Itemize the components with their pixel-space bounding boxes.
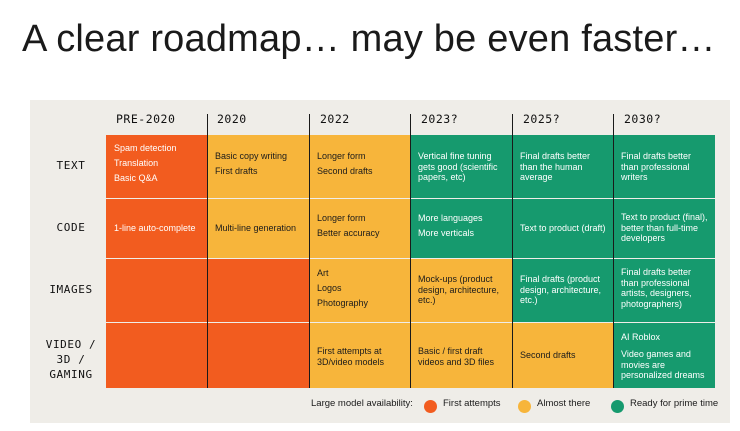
cell-text-2020: Basic copy writing First drafts: [207, 135, 309, 198]
cell-text-2025: Final drafts better than the human avera…: [512, 135, 613, 198]
legend-ready-dot: [611, 400, 624, 413]
column-divider: [613, 114, 614, 388]
legend-almost-there: Almost there: [537, 398, 591, 409]
column-header-2023: 2023?: [421, 112, 459, 126]
cell-video-pre-2020: [106, 323, 207, 388]
column-divider: [207, 114, 208, 388]
cell-text-pre-2020: Spam detection Translation Basic Q&A: [106, 135, 207, 198]
cell-code-2020: Multi-line generation: [207, 199, 309, 258]
cell-text-2023: Vertical fine tuning gets good (scientif…: [410, 135, 512, 198]
cell-code-2023: More languages More verticals: [410, 199, 512, 258]
cell-text-2022: Longer form Second drafts: [309, 135, 410, 198]
legend-almost-there-dot: [518, 400, 531, 413]
row-header-images: IMAGES: [49, 283, 93, 296]
legend-ready-for-prime-time: Ready for prime time: [630, 398, 719, 409]
column-divider: [512, 114, 513, 388]
cell-video-2022: First attempts at 3D/video models: [309, 323, 410, 388]
column-header-2025: 2025?: [523, 112, 561, 126]
cell-video-2020: [207, 323, 309, 388]
legend-label: Large model availability:: [311, 398, 413, 409]
cell-code-pre-2020: 1-line auto-complete: [106, 199, 207, 258]
cell-video-2025: Second drafts: [512, 323, 613, 388]
cell-images-2023: Mock-ups (product design, architecture, …: [410, 259, 512, 322]
column-header-2020: 2020: [217, 112, 247, 126]
cell-text-2030: Final drafts better than professional wr…: [613, 135, 715, 198]
cell-code-2022: Longer form Better accuracy: [309, 199, 410, 258]
legend-first-attempts-dot: [424, 400, 437, 413]
cell-code-2030: Text to product (final), better than ful…: [613, 199, 715, 258]
column-divider: [309, 114, 310, 388]
cell-video-2023: Basic / first draft videos and 3D files: [410, 323, 512, 388]
cell-images-2025: Final drafts (product design, architectu…: [512, 259, 613, 322]
legend-first-attempts: First attempts: [443, 398, 501, 409]
row-header-code: CODE: [56, 221, 86, 234]
row-header-text: TEXT: [56, 159, 86, 172]
cell-images-pre-2020: [106, 259, 207, 322]
column-header-2030: 2030?: [624, 112, 662, 126]
column-divider: [410, 114, 411, 388]
row-header-video-3d-gaming: VIDEO / 3D / GAMING: [45, 338, 97, 381]
slide-title: A clear roadmap… may be even faster…: [22, 18, 716, 60]
cell-code-2025: Text to product (draft): [512, 199, 613, 258]
cell-video-2030: AI Roblox Video games and movies are per…: [613, 323, 715, 388]
cell-images-2022: Art Logos Photography: [309, 259, 410, 322]
cell-images-2020: [207, 259, 309, 322]
column-header-2022: 2022: [320, 112, 350, 126]
cell-images-2030: Final drafts better than professional ar…: [613, 259, 715, 322]
column-header-pre-2020: PRE-2020: [116, 112, 176, 126]
